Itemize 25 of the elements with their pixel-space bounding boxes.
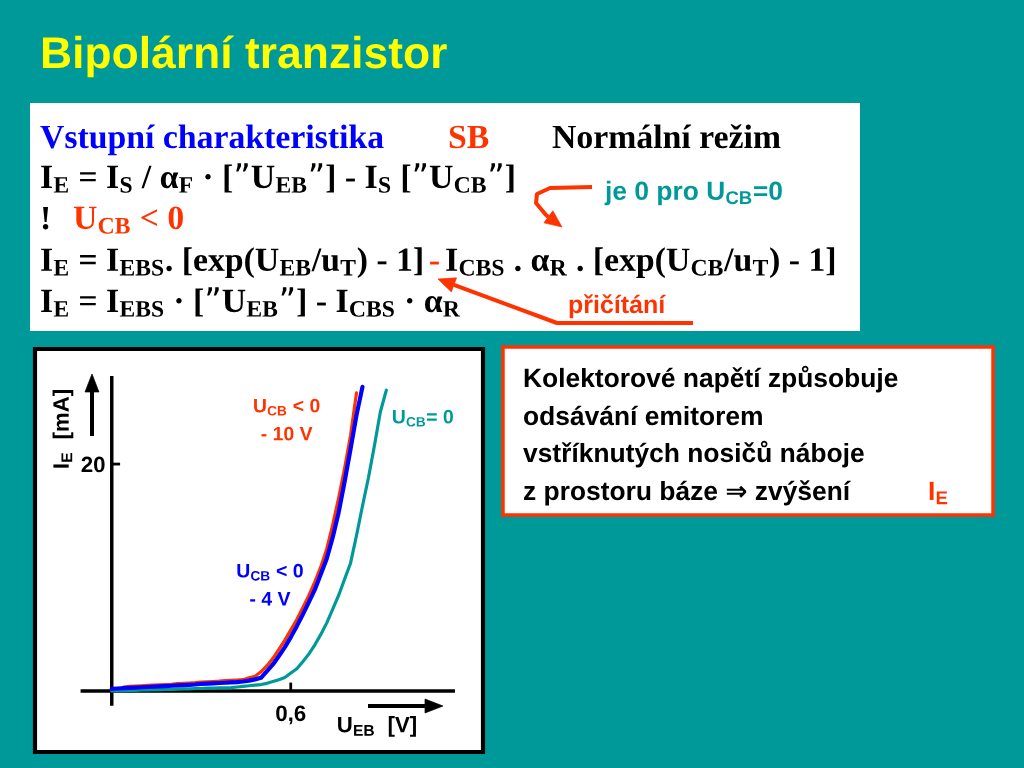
text: I$_{E}$ = I$_{EBS}$. [exp(U$_{EB}$/u$_{T}$) - 1] bbox=[41, 247, 422, 278]
text: Bipolární tranzistor bbox=[42, 35, 447, 78]
text: přičítání bbox=[569, 294, 666, 319]
text: odsávání emitorem bbox=[524, 405, 762, 426]
text: - bbox=[430, 261, 439, 265]
text: z prostoru báze ⇒ zvýšení bbox=[524, 480, 851, 506]
text: Kolektorové napětí způsobuje bbox=[524, 365, 898, 393]
text: SB bbox=[449, 125, 489, 149]
text: vstříknutých nosičů náboje bbox=[523, 440, 864, 468]
text: I$_{E}$ bbox=[929, 481, 948, 505]
series-label: U$_{CB}$ < 0 - 4 V bbox=[237, 563, 303, 606]
series-label: U$_{CB}$= 0 bbox=[392, 409, 453, 427]
text: je 0 pro U$_{CB}$=0 bbox=[604, 180, 782, 206]
text: Vstupní charakteristika bbox=[40, 124, 384, 156]
text: I$_{E}$ = I$_{S}$ / α$_{F}$ · [”U$_{EB}$”] - I$_{S}$ [”U$_{CB}$”] bbox=[41, 163, 514, 193]
series-label: U$_{CB}$ < 0 - 10 V bbox=[254, 398, 320, 441]
y-axis-title: I$_{E}$ [mA] bbox=[52, 390, 74, 468]
text: 0,6 bbox=[276, 705, 306, 725]
text: ! bbox=[42, 206, 49, 230]
text: U$_{CB}$ < 0 bbox=[73, 206, 183, 234]
text: 20 bbox=[81, 456, 105, 473]
x-axis-title: U$_{EB}$ [V] bbox=[338, 716, 416, 737]
text: Normální režim bbox=[552, 124, 781, 149]
text: I$_{CBS}$ . α$_{R}$ . [exp(U$_{CB}$/u$_{T}$) - 1] bbox=[446, 247, 835, 278]
text: I$_{E}$ = I$_{EBS}$ · [”U$_{EB}$”] - I$_{CBS}$ · α$_{R}$ bbox=[41, 287, 461, 317]
